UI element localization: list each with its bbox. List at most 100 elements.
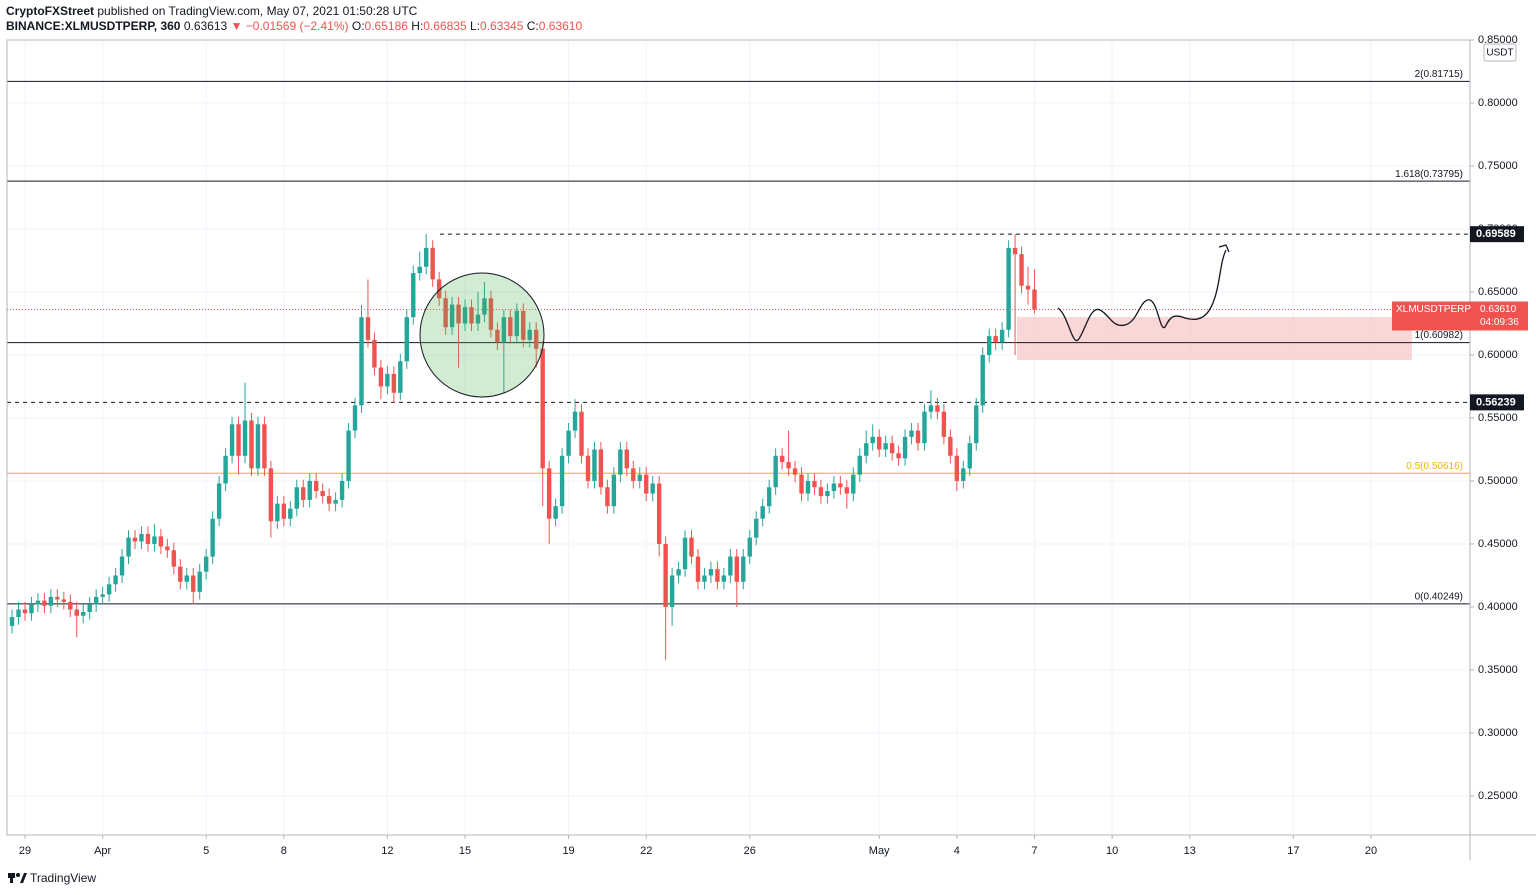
current-price: 0.63610	[1480, 304, 1517, 315]
candle-body	[922, 411, 927, 444]
low-value: 0.63345	[480, 19, 524, 33]
candle-body	[637, 474, 642, 481]
candle-body	[203, 556, 209, 572]
candle-body	[734, 556, 740, 582]
candle-body	[598, 449, 604, 488]
header: CryptoFXStreet published on TradingView.…	[6, 4, 418, 18]
y-tick-label: 0.45000	[1478, 538, 1518, 550]
candle-body	[514, 310, 519, 337]
candle-body	[475, 314, 481, 324]
candle-body	[896, 453, 901, 459]
y-tick-label: 0.75000	[1478, 160, 1518, 172]
candle-body	[961, 468, 966, 481]
candle-body	[792, 468, 798, 475]
low-label: L:	[470, 19, 480, 33]
candle-body	[592, 449, 597, 481]
candle-body	[320, 491, 325, 497]
fib-label: 2(0.81715)	[1415, 69, 1463, 80]
levels: 2(0.81715) 1.618(0.73795) 1(0.60982) 0.5(0.…	[7, 69, 1470, 605]
symbol: BINANCE:XLMUSDTPERP, 360	[6, 19, 181, 33]
x-tick-label: 15	[459, 845, 471, 857]
candle-body	[436, 279, 442, 299]
symbol-legend: BINANCE:XLMUSDTPERP, 360 0.63613 ▼ −0.01…	[6, 19, 582, 33]
candle-body	[766, 487, 772, 507]
candle-body	[488, 298, 494, 330]
candle-body	[605, 487, 610, 507]
axes: 0.25000 0.30000 0.35000 0.40000 0.45000 0.500…	[19, 34, 1528, 857]
candle-body	[262, 424, 267, 469]
candle-body	[695, 556, 701, 582]
candle-body	[22, 609, 28, 614]
candle-body	[1012, 247, 1018, 255]
candle-body	[644, 474, 649, 494]
candle-body	[618, 449, 623, 475]
candle-body	[889, 443, 895, 454]
candle-body	[288, 508, 293, 519]
candle-body	[676, 569, 681, 576]
candle-body	[391, 373, 397, 393]
candle-body	[68, 601, 73, 610]
candle-body	[760, 506, 765, 519]
footer-logo	[8, 873, 27, 883]
x-tick-label: Apr	[94, 845, 111, 857]
candle-body	[572, 411, 578, 431]
candle-body	[585, 455, 591, 481]
candle-body	[540, 348, 545, 469]
open-label: O:	[352, 19, 365, 33]
candle-body	[100, 594, 105, 597]
target-zone	[1017, 317, 1412, 360]
arrow-head	[1218, 244, 1230, 253]
candle-body	[566, 430, 571, 456]
candle-body	[656, 483, 662, 544]
candle-body	[236, 424, 241, 456]
y-tick-label: 0.55000	[1478, 412, 1518, 424]
logo-part	[10, 873, 13, 883]
candle-body	[501, 317, 507, 343]
x-tick-label: 8	[281, 845, 287, 857]
x-tick-label: 29	[19, 845, 31, 857]
x-tick-label: 26	[744, 845, 756, 857]
candle-body	[805, 480, 811, 494]
candle-body	[16, 609, 21, 618]
candle-body	[546, 468, 552, 519]
candle-body	[980, 354, 985, 406]
y-tick-label: 0.30000	[1478, 727, 1518, 739]
candle-body	[106, 584, 112, 595]
candle-body	[61, 599, 67, 602]
candle-body	[986, 336, 992, 355]
candle-body	[171, 550, 177, 567]
candle-body	[1019, 254, 1024, 286]
x-tick-label: 22	[640, 845, 652, 857]
x-tick-label: 13	[1184, 845, 1196, 857]
candle-body	[352, 405, 358, 431]
candle-body	[29, 604, 34, 614]
candle-body	[831, 483, 837, 492]
candle-body	[1025, 285, 1031, 290]
candle-body	[786, 462, 791, 469]
candles	[9, 234, 1037, 660]
candle-body	[967, 443, 972, 469]
y-tick-label: 0.80000	[1478, 97, 1518, 109]
candle-body	[372, 339, 377, 368]
published: published on TradingView.com, May 07, 20…	[97, 4, 417, 18]
candle-body	[669, 575, 675, 607]
price-label-box	[1470, 226, 1524, 243]
high-label: H:	[411, 19, 423, 33]
logo-part	[16, 873, 20, 877]
candle-body	[424, 247, 429, 267]
price-label: 0.56239	[1476, 396, 1516, 408]
candle-body	[521, 310, 526, 340]
candle-body	[825, 491, 830, 497]
candle-body	[346, 430, 351, 481]
candle-body	[974, 405, 979, 444]
high-value: 0.66835	[423, 19, 467, 33]
candle-body	[553, 506, 558, 519]
candle-body	[404, 317, 409, 362]
currency-box	[1483, 43, 1517, 62]
candle-body	[48, 596, 54, 606]
change: ▼ −0.01569 (−2.41%)	[231, 19, 349, 33]
grid	[7, 39, 1470, 835]
candle-body	[430, 247, 435, 280]
candle-body	[165, 546, 170, 551]
